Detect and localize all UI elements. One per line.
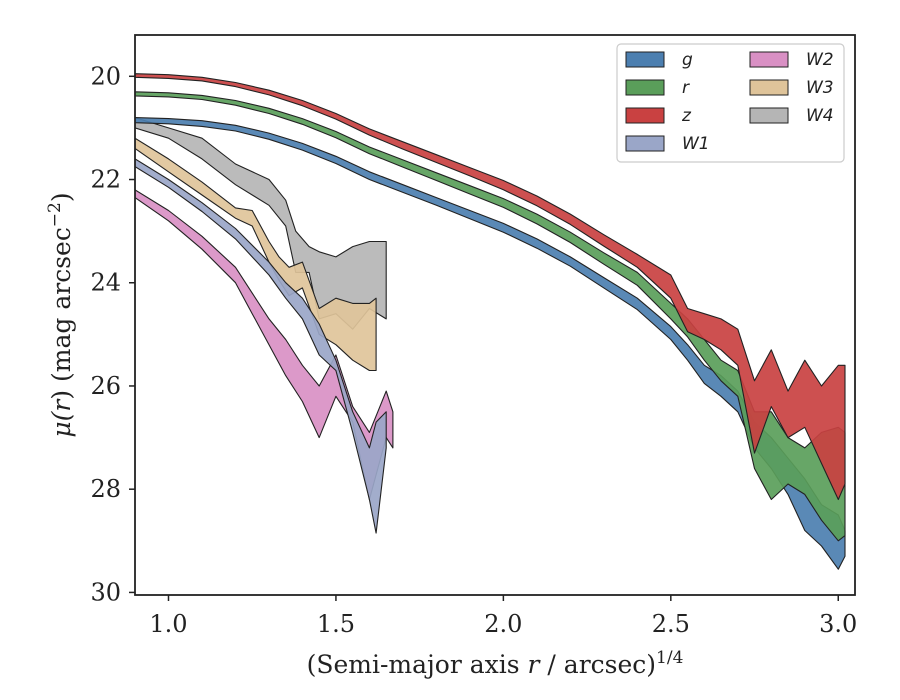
bands-layer [135, 73, 846, 570]
legend-swatch-r [625, 79, 665, 96]
band-r [135, 91, 846, 542]
y-tick-label: 20 [90, 62, 121, 90]
band-z [135, 73, 846, 501]
legend-label-g: g [682, 50, 693, 70]
x-tick-label: 2.5 [652, 610, 690, 638]
y-axis-label: μ(r) (mag arcsec−2) [45, 192, 76, 437]
legend-swatch-z [625, 107, 665, 124]
band-w3 [135, 137, 377, 372]
x-tick-label: 2.0 [484, 610, 522, 638]
band-g [135, 117, 846, 570]
legend-swatch-w2 [749, 51, 789, 68]
legend: grz W1 W2 W3 W4 [616, 43, 845, 163]
legend-box [616, 43, 845, 163]
y-tick-label: 28 [90, 475, 121, 503]
legend-label-w1: W1 [682, 134, 710, 154]
legend-label-w4: W4 [806, 106, 834, 126]
plot-frame [134, 34, 856, 596]
legend-label-r: r [682, 78, 690, 98]
legend-label-w3: W3 [806, 78, 834, 98]
legend-label-w2: W2 [806, 50, 834, 70]
x-tick-label: 1.5 [317, 610, 355, 638]
ticks-layer: 1.0 1.5 2.0 2.5 3.0 20 22 24 26 28 30 [90, 62, 857, 638]
legend-swatch-g [625, 51, 665, 68]
y-tick-label: 22 [90, 166, 121, 194]
y-tick-label: 24 [90, 269, 121, 297]
x-axis-label: (Semi-major axis r / arcsec)1/4 [307, 648, 684, 679]
band-w4 [135, 117, 387, 330]
legend-swatch-w1 [625, 135, 665, 152]
y-tick-label: 26 [90, 372, 121, 400]
legend-swatch-w3 [749, 79, 789, 96]
x-tick-label: 1.0 [149, 610, 187, 638]
band-w1 [135, 158, 387, 534]
legend-swatch-w4 [749, 107, 789, 124]
x-tick-label: 3.0 [819, 610, 857, 638]
legend-label-z: z [681, 106, 692, 126]
y-tick-label: 30 [90, 578, 121, 606]
